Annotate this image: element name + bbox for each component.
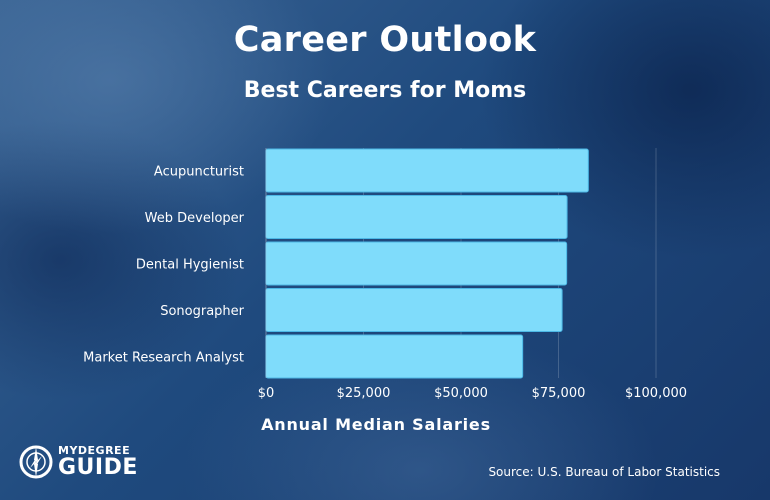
x-tick-label: $25,000 — [337, 386, 391, 401]
bar — [265, 241, 568, 286]
bar — [265, 195, 568, 239]
x-tick-label: $75,000 — [532, 386, 586, 401]
compass-icon — [19, 445, 53, 479]
logo-text-top: MYDEGREE — [58, 444, 131, 457]
mydegreeguide-logo[interactable]: MYDEGREE GUIDE — [18, 440, 148, 484]
chart-title: Career Outlook — [233, 20, 537, 60]
bar — [265, 288, 563, 332]
logo-text-bottom: GUIDE — [58, 455, 138, 480]
chart-subtitle: Best Careers for Moms — [243, 78, 527, 103]
category-label: Market Research Analyst — [83, 351, 244, 366]
category-label: Dental Hygienist — [136, 258, 244, 273]
category-label: Sonographer — [160, 304, 244, 319]
category-label: Web Developer — [145, 211, 245, 226]
x-axis-label: Annual Median Salaries — [261, 415, 491, 434]
bar — [265, 148, 589, 193]
x-tick-label: $100,000 — [625, 386, 687, 401]
source-note: Source: U.S. Bureau of Labor Statistics — [488, 465, 720, 479]
x-tick-label: $0 — [258, 386, 275, 401]
category-label: Acupuncturist — [154, 165, 244, 180]
x-tick-label: $50,000 — [434, 386, 488, 401]
bar — [265, 334, 524, 379]
